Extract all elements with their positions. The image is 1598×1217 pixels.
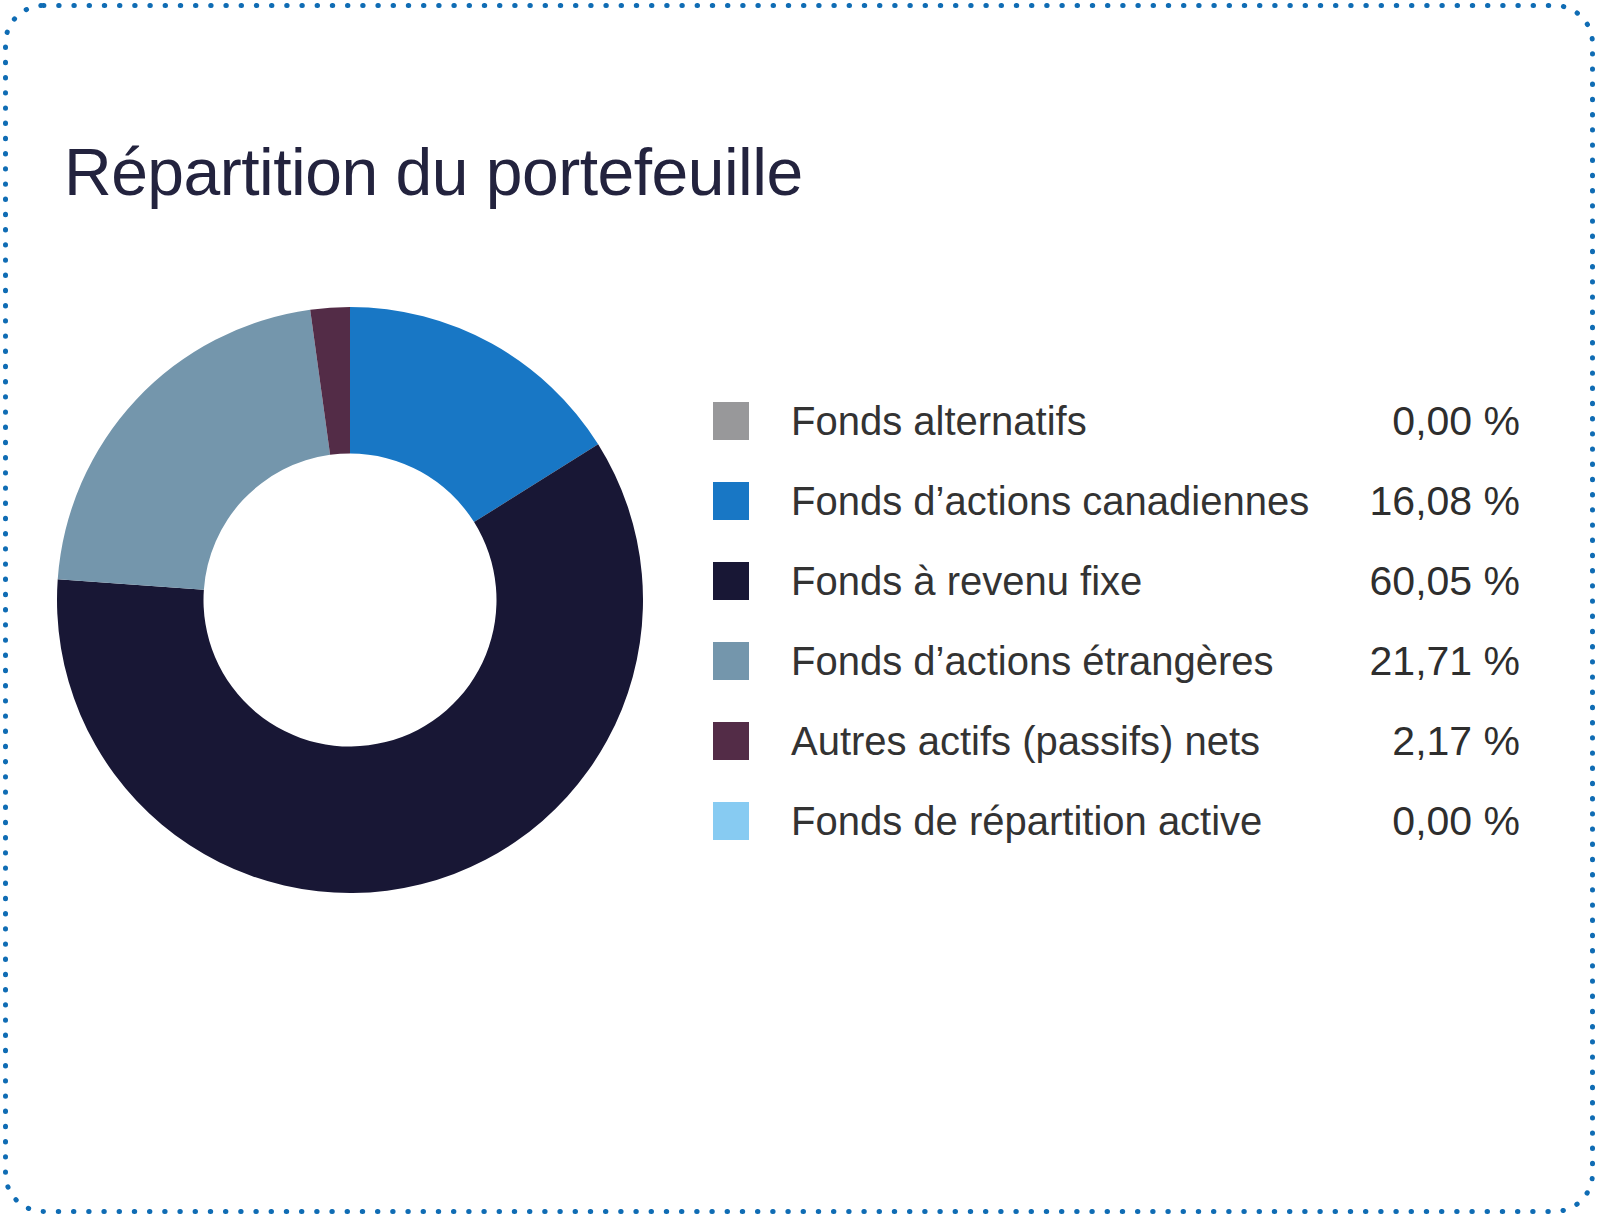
legend-value: 0,00 %	[1392, 398, 1520, 445]
legend-swatch	[713, 722, 749, 760]
legend-swatch	[713, 562, 749, 600]
legend-row: Autres actifs (passifs) nets 2,17 %	[713, 721, 1520, 761]
legend-row: Fonds à revenu fixe 60,05 %	[713, 561, 1520, 601]
legend-label: Fonds à revenu fixe	[791, 559, 1370, 604]
donut-chart	[57, 307, 643, 893]
legend-label: Fonds d’actions canadiennes	[791, 479, 1370, 524]
legend-swatch	[713, 402, 749, 440]
legend-row: Fonds de répartition active 0,00 %	[713, 801, 1520, 841]
legend-swatch	[713, 482, 749, 520]
legend-label: Fonds de répartition active	[791, 799, 1392, 844]
legend-value: 21,71 %	[1370, 638, 1520, 685]
legend-label: Fonds d’actions étrangères	[791, 639, 1370, 684]
legend-swatch	[713, 802, 749, 840]
legend-label: Fonds alternatifs	[791, 399, 1392, 444]
chart-title: Répartition du portefeuille	[64, 139, 803, 205]
donut-chart-svg	[57, 307, 643, 893]
legend-value: 60,05 %	[1370, 558, 1520, 605]
legend-row: Fonds alternatifs 0,00 %	[713, 401, 1520, 441]
legend-row: Fonds d’actions canadiennes 16,08 %	[713, 481, 1520, 521]
legend-swatch	[713, 642, 749, 680]
donut-segment	[58, 310, 330, 590]
legend-row: Fonds d’actions étrangères 21,71 %	[713, 641, 1520, 681]
legend-value: 16,08 %	[1370, 478, 1520, 525]
chart-legend: Fonds alternatifs 0,00 % Fonds d’actions…	[713, 401, 1520, 881]
legend-value: 2,17 %	[1392, 718, 1520, 765]
legend-value: 0,00 %	[1392, 798, 1520, 845]
legend-label: Autres actifs (passifs) nets	[791, 719, 1392, 764]
